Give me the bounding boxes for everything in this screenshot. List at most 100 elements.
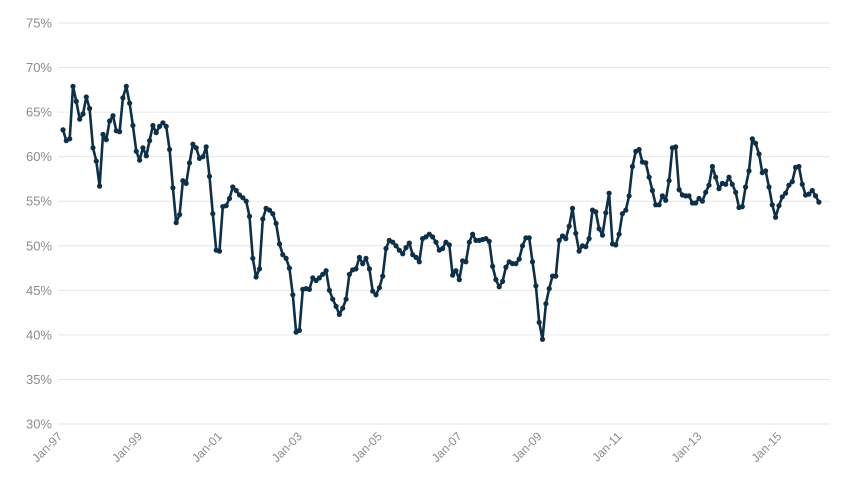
data-point — [743, 184, 749, 190]
data-point — [563, 236, 569, 242]
data-point — [799, 181, 805, 187]
y-tick-label: 35% — [26, 372, 52, 387]
data-point — [210, 211, 216, 217]
data-point — [673, 144, 679, 150]
data-point — [70, 83, 76, 89]
data-point — [543, 301, 549, 307]
data-point — [137, 157, 143, 163]
data-point — [83, 94, 89, 100]
x-axis-ticks: Jan-97 Jan-99 Jan-01 Jan-03 Jan-05 Jan-07 Jan-… — [29, 429, 784, 465]
data-point — [90, 145, 96, 151]
data-point — [809, 187, 815, 194]
data-point — [566, 223, 572, 229]
data-point — [446, 242, 452, 248]
data-point — [500, 278, 506, 284]
data-point — [73, 98, 79, 104]
data-point — [599, 232, 606, 238]
x-tick-label: Jan-99 — [109, 429, 145, 465]
data-point — [676, 187, 682, 193]
data-point — [226, 195, 233, 202]
data-point — [649, 187, 656, 194]
data-point — [273, 220, 279, 227]
data-point — [356, 254, 362, 260]
data-point — [296, 327, 302, 333]
data-point — [173, 220, 179, 226]
x-tick-label: Jan-11 — [589, 429, 624, 464]
x-tick-label: Jan-15 — [749, 429, 785, 465]
y-tick-label: 50% — [26, 238, 52, 253]
data-point — [629, 163, 636, 170]
data-point — [370, 288, 376, 294]
data-point — [400, 251, 406, 257]
data-point — [270, 211, 276, 217]
data-point — [519, 243, 526, 249]
data-point — [709, 163, 716, 170]
data-point — [663, 197, 669, 203]
data-point — [553, 273, 559, 279]
data-point — [143, 153, 149, 159]
data-point — [623, 207, 629, 213]
data-point — [127, 100, 133, 106]
x-tick-label: Jan-07 — [429, 429, 465, 465]
data-point — [546, 286, 552, 292]
data-point — [393, 243, 399, 249]
data-point — [503, 264, 509, 270]
x-tick-label: Jan-05 — [349, 429, 385, 465]
y-tick-label: 70% — [26, 60, 52, 75]
data-point — [77, 116, 83, 122]
data-point — [240, 195, 246, 201]
data-point — [380, 273, 386, 279]
data-point — [260, 216, 266, 222]
data-point — [716, 186, 722, 192]
data-point — [433, 239, 439, 245]
data-point — [243, 198, 249, 204]
data-point — [326, 287, 332, 293]
data-point — [556, 237, 562, 243]
data-point — [513, 261, 519, 267]
data-point — [726, 174, 732, 180]
data-point — [316, 275, 322, 281]
data-point — [80, 111, 86, 117]
data-point — [450, 272, 456, 278]
data-point — [539, 336, 546, 342]
data-point — [789, 179, 795, 185]
data-point — [376, 285, 382, 291]
data-point — [253, 274, 259, 280]
data-point — [413, 254, 419, 260]
data-point — [373, 292, 379, 298]
data-point — [576, 248, 582, 254]
data-point — [659, 193, 666, 199]
data-point — [193, 145, 199, 151]
data-point — [493, 277, 499, 283]
x-tick-label: Jan-03 — [269, 429, 305, 465]
data-point — [67, 136, 73, 142]
data-point — [390, 239, 396, 245]
data-point — [230, 184, 236, 190]
y-tick-label: 40% — [26, 327, 52, 342]
data-point — [120, 95, 126, 101]
data-point — [203, 144, 209, 150]
data-point — [470, 231, 476, 237]
data-point — [150, 122, 156, 129]
y-tick-label: 60% — [26, 149, 52, 164]
data-point — [666, 178, 672, 184]
data-point — [626, 193, 632, 199]
x-tick-label: Jan-01 — [189, 429, 225, 465]
data-point — [87, 105, 93, 112]
data-point — [183, 180, 189, 186]
data-point — [586, 236, 592, 242]
data-point — [170, 185, 176, 191]
data-point — [223, 203, 229, 209]
data-point — [107, 118, 113, 124]
data-point — [703, 189, 709, 195]
data-point — [93, 158, 99, 164]
data-point — [233, 187, 239, 194]
y-tick-label: 30% — [26, 417, 52, 432]
data-point — [280, 252, 286, 258]
y-tick-label: 75% — [26, 16, 52, 31]
data-point — [686, 193, 692, 199]
data-point — [533, 283, 539, 289]
data-point — [60, 127, 66, 133]
data-point — [746, 168, 752, 174]
data-point — [529, 259, 536, 265]
